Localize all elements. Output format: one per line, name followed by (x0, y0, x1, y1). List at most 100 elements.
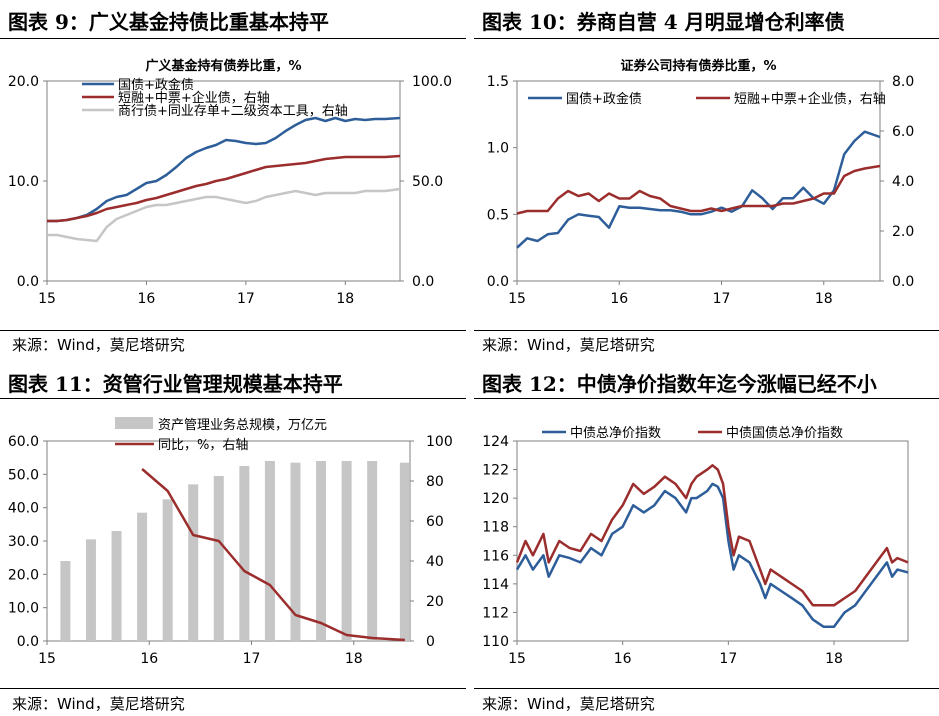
legend-label: 国债+政金债 (118, 77, 194, 93)
y2-tick-label: 0.0 (412, 274, 434, 290)
chart-fig12: 110 112 114 116 118 120 122 124 15 16 17 18 中债总净价指数 中… (482, 426, 909, 667)
x-tick-label: 17 (719, 651, 737, 667)
y2-tick-label: 60 (426, 514, 444, 530)
y-tick-label: 118 (482, 520, 509, 536)
series-line (516, 164, 881, 215)
bar (264, 461, 275, 641)
source-rule (474, 330, 939, 331)
panel-fig11: 图表 11：资管行业管理规模基本持平 0.0 10.0 20.0 30.0 40.0 50… (0, 360, 470, 716)
y2-tick-label: 100 (426, 434, 453, 450)
y-tick-label: 60.0 (8, 434, 39, 450)
bar (162, 499, 173, 641)
x-tick-label: 15 (38, 291, 56, 307)
panel-fig9: 图表 9：广义基金持债比重基本持平 0.0 10.0 20.0 0.0 50.0 100.… (0, 0, 470, 360)
series-line (47, 187, 401, 243)
bar (399, 462, 410, 641)
legend-label: 短融+中票+企业债，右轴 (118, 90, 270, 106)
y-tick-label: 20.0 (8, 74, 39, 90)
legend-label: 同比，%，右轴 (158, 438, 248, 453)
bar (239, 466, 250, 641)
panel-title: 图表 12：中债净价指数年迄今涨幅已经不小 (482, 372, 877, 396)
series-line (141, 468, 405, 642)
chart-fig9: 0.0 10.0 20.0 0.0 50.0 100.0 15 16 17 18 广义基金持有债券比… (8, 58, 452, 307)
y2-tick-label: 40 (426, 554, 444, 570)
y-tick-label: 10.0 (8, 174, 39, 190)
plot-frame (516, 80, 881, 282)
y-tick-label: 0.0 (17, 634, 39, 650)
panel-title: 图表 10：券商自营 4 月明显增仓利率债 (482, 10, 845, 34)
source-rule (0, 330, 466, 331)
title-rule (474, 38, 939, 39)
panel-title: 图表 11：资管行业管理规模基本持平 (8, 372, 343, 396)
y-tick-label: 30.0 (8, 534, 39, 550)
y-tick-label: 0.0 (17, 274, 39, 290)
y-tick-label: 114 (482, 577, 509, 593)
y2-tick-label: 4.0 (892, 174, 914, 190)
y-tick-label: 120 (482, 491, 509, 507)
series-line (47, 154, 401, 223)
x-tick-label: 17 (237, 291, 255, 307)
y2-tick-label: 100.0 (412, 74, 452, 90)
chart-fig10: 0.0 0.5 1.0 1.5 0.0 2.0 4.0 6.0 8.0 15 16 17 18 证券公司持… (487, 58, 915, 307)
source-note: 来源：Wind，莫尼塔研究 (12, 695, 185, 713)
y-tick-label: 112 (482, 605, 509, 621)
y2-tick-label: 6.0 (892, 124, 914, 140)
y2-tick-label: 0 (426, 634, 435, 650)
bar (367, 461, 378, 641)
series-line (515, 482, 909, 628)
x-tick-label: 16 (138, 291, 156, 307)
legend-label: 中债总净价指数 (570, 426, 661, 441)
bar (111, 531, 122, 641)
x-tick-label: 18 (815, 291, 833, 307)
legend-label: 中债国债总净价指数 (726, 426, 843, 441)
chart-title: 广义基金持有债券比重，% (145, 58, 301, 74)
bar (137, 512, 148, 641)
panel-fig10: 图表 10：券商自营 4 月明显增仓利率债 0.0 0.5 1.0 1.5 0.0 2.0… (470, 0, 939, 360)
bar (341, 461, 352, 641)
y-tick-label: 10.0 (8, 601, 39, 617)
series-line (516, 130, 881, 249)
bar (85, 539, 96, 641)
bar (60, 561, 71, 641)
y2-tick-label: 0.0 (892, 274, 914, 290)
chart-fig11: 0.0 10.0 20.0 30.0 40.0 50.0 60.0 0 20 40 60 80 100 1… (8, 417, 453, 667)
source-note: 来源：Wind，莫尼塔研究 (482, 336, 655, 354)
y-tick-label: 0.0 (487, 274, 509, 290)
bar (188, 484, 199, 641)
y-tick-label: 124 (482, 434, 509, 450)
x-tick-label: 18 (345, 651, 363, 667)
y-tick-label: 1.5 (487, 74, 509, 90)
x-tick-label: 16 (610, 291, 628, 307)
panel-title: 图表 9：广义基金持债比重基本持平 (8, 10, 329, 34)
y-tick-label: 20.0 (8, 567, 39, 583)
y-tick-label: 116 (482, 548, 509, 564)
y-tick-label: 40.0 (8, 501, 39, 517)
y-tick-label: 50.0 (8, 467, 39, 483)
title-rule (474, 398, 939, 399)
plot-frame (46, 440, 411, 642)
x-tick-label: 18 (336, 291, 354, 307)
plot-frame (516, 440, 909, 642)
x-tick-label: 15 (508, 291, 526, 307)
chart-title: 证券公司持有债券比重，% (620, 58, 776, 74)
y2-tick-label: 80 (426, 474, 444, 490)
legend-label: 短融+中票+企业债，右轴 (734, 91, 886, 107)
panel-fig12: 图表 12：中债净价指数年迄今涨幅已经不小 110 112 114 116 118 120… (470, 360, 939, 716)
title-rule (0, 38, 466, 39)
bar (316, 461, 327, 641)
source-rule (474, 688, 939, 689)
y2-tick-label: 50.0 (412, 174, 443, 190)
legend-swatch (115, 417, 153, 429)
y-tick-label: 0.5 (487, 207, 509, 223)
x-tick-label: 15 (508, 651, 526, 667)
series-line (515, 464, 909, 607)
legend-label: 商行债+同业存单+二级资本工具，右轴 (118, 104, 348, 119)
y-tick-label: 1.0 (487, 141, 509, 157)
bar (213, 476, 224, 641)
source-rule (0, 688, 466, 689)
bar (290, 462, 301, 641)
x-tick-label: 16 (140, 651, 158, 667)
x-tick-label: 16 (614, 651, 632, 667)
y-tick-label: 110 (482, 634, 509, 650)
y2-tick-label: 8.0 (892, 74, 914, 90)
